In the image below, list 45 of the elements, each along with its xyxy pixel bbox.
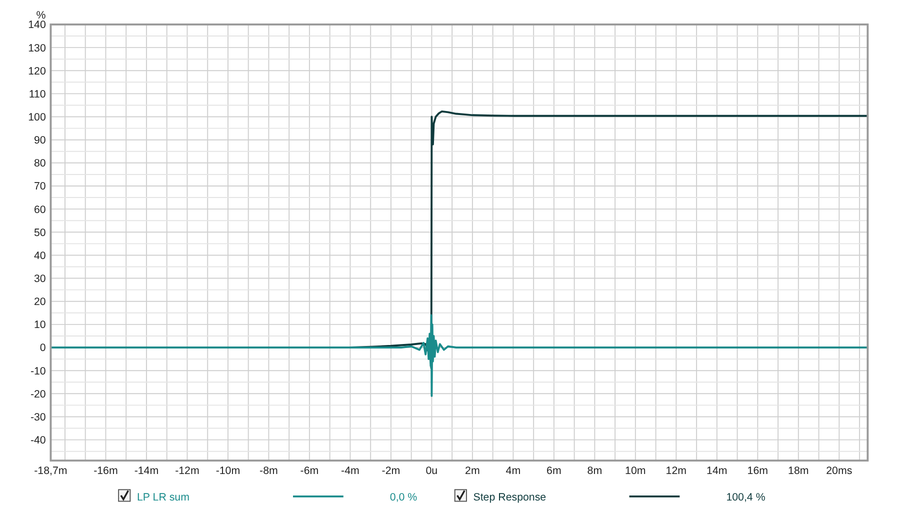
x-tick-label: -16m <box>94 465 118 478</box>
x-tick-label: -12m <box>175 465 200 478</box>
y-tick-label: 80 <box>34 158 46 170</box>
line-series <box>50 314 869 397</box>
x-tick-label: 14m <box>706 465 728 478</box>
y-tick-label: 30 <box>34 273 46 286</box>
x-tick-label: -6m <box>300 465 319 478</box>
x-tick-label: -18,7m <box>34 465 68 478</box>
y-tick-label: 140 <box>28 19 46 32</box>
x-tick-label: 6m <box>546 465 562 478</box>
y-tick-label: -10 <box>30 365 46 378</box>
y-axis-title: % <box>36 10 46 22</box>
y-tick-label: 90 <box>34 134 46 147</box>
y-tick-label: -40 <box>30 434 46 447</box>
x-tick-label: 18m <box>788 465 809 478</box>
x-tick-label: 8m <box>587 465 602 478</box>
text: Step Response <box>473 491 546 504</box>
y-tick-label: 20 <box>34 296 46 308</box>
y-tick-label: 10 <box>34 319 46 332</box>
text: 100,4 % <box>726 491 766 504</box>
x-tick-label: 20ms <box>826 465 852 478</box>
x-tick-label: -10m <box>216 465 240 478</box>
x-tick-label: 0u <box>426 465 438 478</box>
x-tick-label: -8m <box>260 465 278 478</box>
y-tick-label: 130 <box>28 42 46 54</box>
y-tick-label: 120 <box>28 65 46 78</box>
text: LP LR sum <box>136 491 190 504</box>
x-tick-label: -2m <box>382 465 400 478</box>
y-tick-label: 60 <box>34 204 46 216</box>
y-tick-label: 50 <box>34 226 46 239</box>
y-tick-label: 100 <box>28 112 46 124</box>
y-tick-label: 70 <box>34 180 46 193</box>
text: 0,0 % <box>390 491 418 504</box>
x-tick-label: 16m <box>747 465 768 478</box>
y-tick-label: -30 <box>30 411 46 424</box>
x-tick-label: 2m <box>465 465 480 478</box>
x-tick-label: 4m <box>506 465 521 478</box>
y-tick-label: 0 <box>40 342 46 354</box>
y-tick-label: -20 <box>30 388 46 400</box>
y-tick-label: 40 <box>34 250 46 262</box>
x-tick-label: -4m <box>341 465 360 478</box>
x-tick-label: 10m <box>625 465 646 478</box>
x-tick-label: -14m <box>134 465 159 478</box>
x-tick-label: 12m <box>666 465 687 478</box>
y-tick-label: 110 <box>28 88 46 100</box>
